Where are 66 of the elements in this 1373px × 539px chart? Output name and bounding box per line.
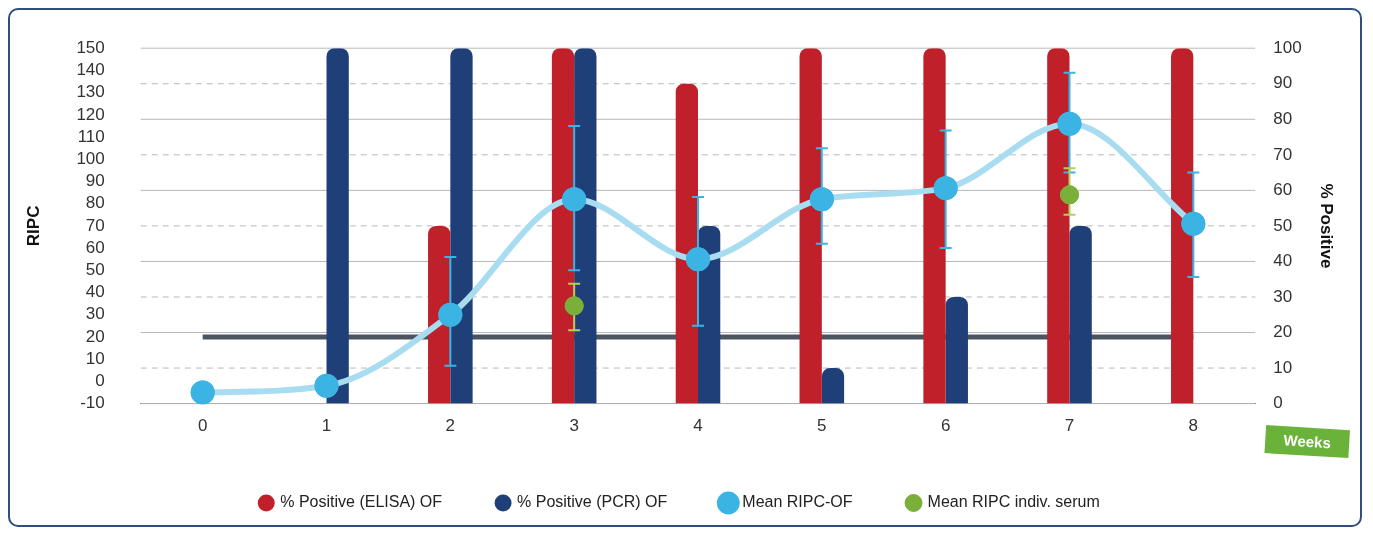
bar [574, 48, 597, 404]
y-tick-label: 90 [85, 171, 105, 191]
y2-tick-label: 100 [1273, 37, 1302, 57]
legend-label: Mean RIPC indiv. serum [927, 493, 1100, 511]
point [1057, 111, 1082, 136]
x-axis-title: Weeks [1283, 431, 1332, 452]
bar [675, 83, 698, 404]
y-tick-label: 80 [85, 193, 105, 213]
legend-label: % Positive (PCR) OF [517, 493, 668, 511]
bar [450, 48, 473, 404]
y2-tick-label: 60 [1273, 180, 1293, 200]
y-tick-label: 130 [76, 82, 105, 102]
x-tick-label: 8 [1188, 416, 1199, 436]
legend-label: Mean RIPC-OF [742, 493, 853, 511]
x-tick-label: 5 [817, 416, 827, 436]
y-tick-label: 10 [85, 348, 105, 368]
y-tick-label: 30 [85, 304, 105, 324]
y-tick-label: -10 [80, 393, 105, 413]
y-tick-label: 20 [85, 326, 105, 346]
y2-tick-label: 90 [1273, 73, 1293, 93]
bar [551, 48, 575, 404]
bar [1069, 225, 1092, 404]
point [686, 247, 710, 272]
x-tick-label: 1 [321, 416, 332, 436]
bar [945, 296, 968, 404]
point [438, 302, 463, 327]
bar [1047, 48, 1070, 404]
point [564, 296, 584, 316]
y-tick-label: 60 [85, 237, 105, 257]
y2-tick-label: 30 [1273, 286, 1293, 306]
bar [923, 48, 946, 404]
y2-tick-label: 80 [1273, 108, 1293, 128]
legend-label: % Positive (ELISA) OF [280, 493, 443, 511]
x-tick-label: 7 [1064, 416, 1075, 436]
x-tick-label: 3 [569, 416, 579, 436]
y-tick-label: 50 [85, 260, 105, 280]
y-tick-label: 120 [76, 104, 105, 124]
y-tick-label: 40 [85, 282, 105, 302]
y2-tick-label: 0 [1273, 393, 1283, 413]
y-tick-label: 150 [76, 37, 105, 57]
x-tick-label: 6 [940, 416, 951, 436]
y-tick-label: 110 [77, 126, 105, 146]
y-tick-label: 140 [76, 60, 105, 80]
x-tick-label: 4 [693, 416, 703, 436]
y2-tick-label: 10 [1273, 357, 1293, 377]
y2-tick-label: 70 [1273, 144, 1293, 164]
y-tick-label: 70 [85, 215, 105, 235]
point [809, 187, 834, 212]
point [1059, 185, 1079, 205]
bar [326, 48, 349, 404]
y-tick-label: 100 [76, 148, 105, 168]
x-tick-label: 2 [445, 416, 456, 436]
point [1181, 211, 1206, 236]
bar [821, 368, 845, 404]
y2-tick-label: 40 [1273, 251, 1293, 271]
y2-tick-label: 50 [1273, 215, 1293, 235]
y-tick-label: 0 [95, 371, 105, 391]
point [562, 187, 587, 212]
y2-tick-label: 20 [1273, 322, 1293, 342]
y2-axis-title: % Positive [1317, 183, 1337, 269]
x-tick-label: 0 [197, 416, 208, 436]
point [314, 373, 339, 398]
bar [1171, 48, 1194, 404]
bar [799, 48, 822, 404]
y-axis-title: RIPC [23, 205, 43, 247]
point [933, 176, 958, 201]
